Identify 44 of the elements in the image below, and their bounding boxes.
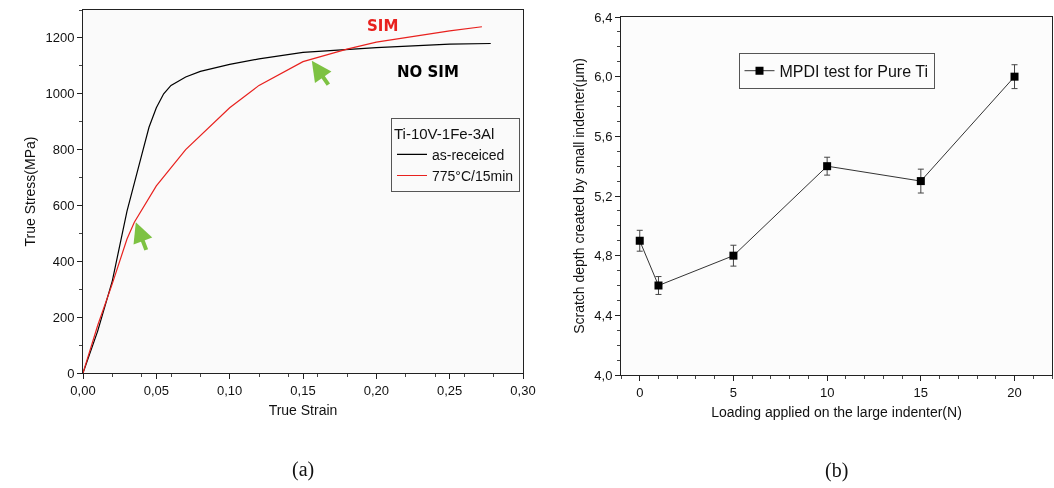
y-tick-label: 0 xyxy=(67,365,75,381)
x-tick-label: 0,25 xyxy=(437,382,463,398)
annotation: SIM xyxy=(367,17,399,35)
y-axis-title: Scratch depth created by small indenter(μm) xyxy=(570,58,587,334)
y-tick-label: 200 xyxy=(52,309,75,325)
x-tick-label: 0,00 xyxy=(70,382,96,398)
legend-label: as-receiced xyxy=(432,146,505,163)
x-tick-label: 0,10 xyxy=(217,382,243,398)
y-tick-label: 600 xyxy=(52,198,75,214)
x-tick-label: 20 xyxy=(1007,384,1022,400)
text: (b) xyxy=(825,459,849,482)
y-tick-label: 6,4 xyxy=(594,9,613,25)
point xyxy=(916,177,925,186)
y-tick-label: 400 xyxy=(52,253,75,269)
x-tick-label: 0 xyxy=(636,384,644,400)
x-tick-label: 15 xyxy=(913,384,929,400)
y-axis-title: True Stress(MPa) xyxy=(22,136,39,247)
y-tick-label: 5,2 xyxy=(594,188,613,204)
y-tick-label: 4,0 xyxy=(594,367,613,383)
y-tick-label: 6,0 xyxy=(594,69,613,85)
x-tick-label: 0,30 xyxy=(510,382,536,398)
x-tick-label: 0,15 xyxy=(290,382,316,398)
point xyxy=(729,251,738,260)
x-tick-label: 5 xyxy=(729,384,738,400)
legend-label: MPDI test for Pure Ti xyxy=(779,62,928,80)
y-tick-label: 4,8 xyxy=(594,248,613,264)
text: (a) xyxy=(292,458,315,481)
x-axis-title: True Strain xyxy=(268,401,338,418)
x-tick-label: 10 xyxy=(819,384,835,400)
legend-title: Ti-10V-1Fe-3Al xyxy=(394,124,495,142)
point xyxy=(635,236,644,245)
x-tick-label: 0,05 xyxy=(143,382,169,398)
point xyxy=(823,162,832,171)
y-tick-label: 1200 xyxy=(45,30,75,46)
point xyxy=(1010,72,1019,81)
legend-label: 775°C/15min xyxy=(432,167,514,184)
y-tick-label: 1000 xyxy=(45,86,75,102)
y-tick-label: 4,4 xyxy=(594,307,613,323)
point xyxy=(654,281,663,290)
x-tick-label: 0,20 xyxy=(363,382,389,398)
y-tick-label: 800 xyxy=(52,142,75,158)
x-axis-title: Loading applied on the large indenter(N) xyxy=(711,403,962,420)
annotation: NO SIM xyxy=(397,63,459,81)
y-tick-label: 5,6 xyxy=(594,128,613,144)
